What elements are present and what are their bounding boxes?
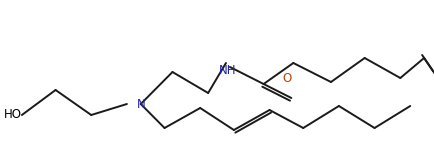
Text: O: O: [282, 71, 291, 85]
Text: HO: HO: [4, 109, 22, 121]
Text: N: N: [136, 97, 145, 111]
Text: NH: NH: [219, 64, 236, 78]
